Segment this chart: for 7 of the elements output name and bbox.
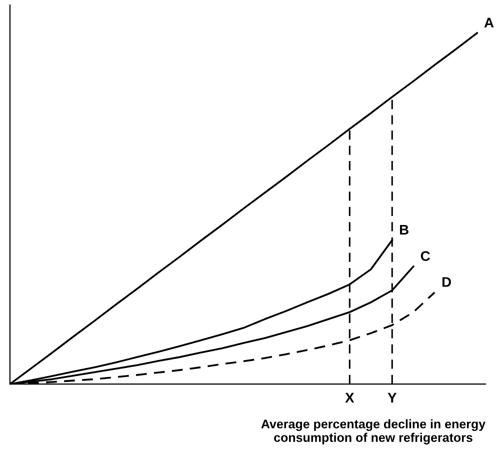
series-label: B	[400, 224, 408, 235]
x-tick-label: X	[345, 392, 354, 402]
series-label: C	[420, 251, 430, 261]
series-label: D	[442, 277, 451, 287]
x-tick-label: Y	[388, 392, 397, 402]
x-axis-title: Average percentage decline in energy consumption of new refrigerators	[261, 419, 486, 444]
series-label: A	[484, 18, 494, 28]
